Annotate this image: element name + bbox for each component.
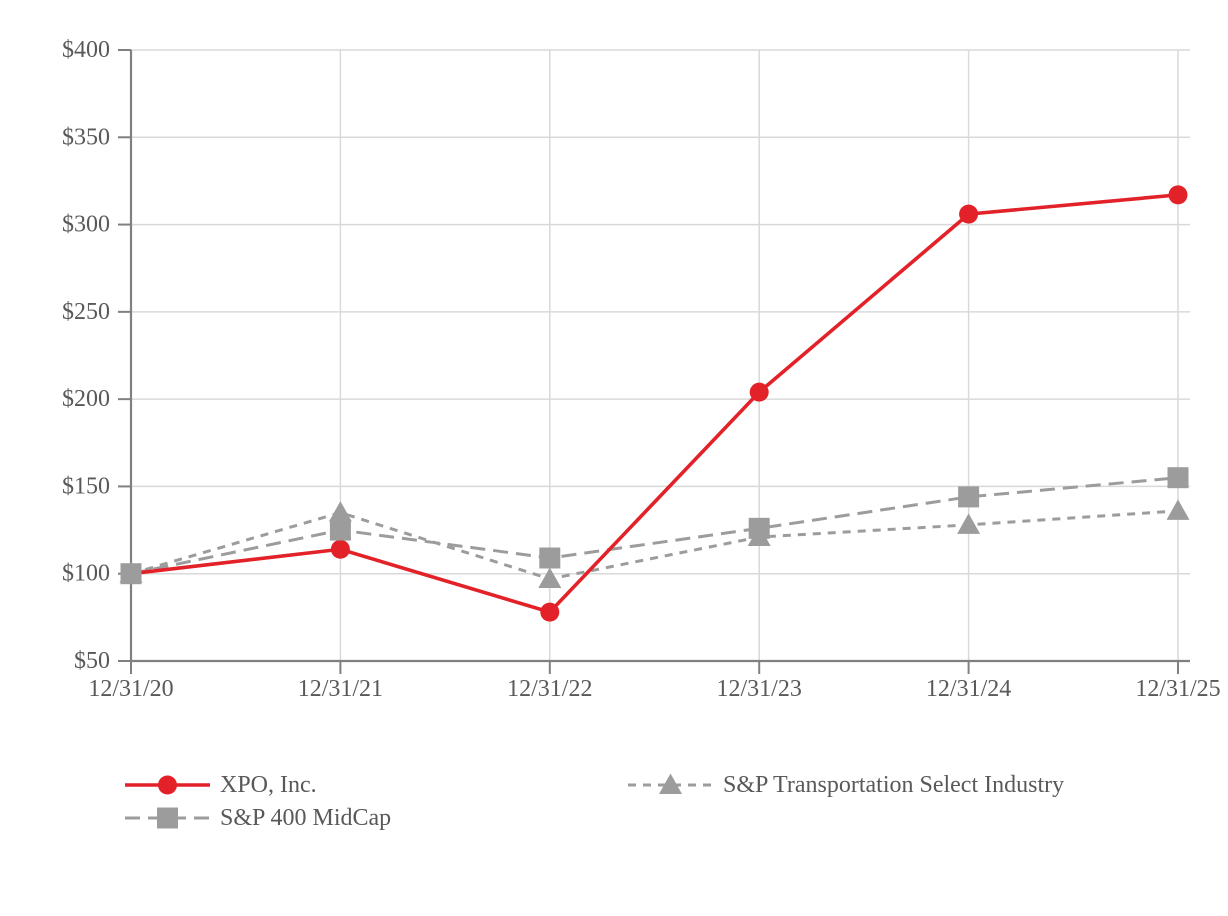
legend-item-sp400-midcap: S&P 400 MidCap <box>125 805 391 831</box>
data-point <box>328 501 352 522</box>
legend-item-sp-transportation: S&P Transportation Select Industry <box>628 772 1064 798</box>
data-point <box>958 486 980 508</box>
y-tick-label: $150 <box>62 473 110 499</box>
data-point <box>749 382 769 402</box>
data-point <box>1167 467 1189 489</box>
legend-swatch-xpo <box>125 775 210 795</box>
y-tick-label: $200 <box>62 386 110 412</box>
data-point <box>1166 499 1190 520</box>
legend-label-sp-transportation: S&P Transportation Select Industry <box>723 772 1064 798</box>
legend-item-xpo: XPO, Inc. <box>125 772 317 798</box>
axes <box>118 49 1190 674</box>
gridlines <box>131 49 1190 661</box>
data-point <box>540 602 560 622</box>
x-tick-label: 12/31/21 <box>298 676 383 702</box>
legend-swatch-sp400-midcap <box>125 807 210 829</box>
x-tick-label: 12/31/25 <box>1135 676 1220 702</box>
legend-swatch-marker <box>659 773 682 794</box>
x-tick-label: 12/31/24 <box>926 676 1011 702</box>
y-tick-label: $50 <box>74 648 110 674</box>
data-point <box>538 567 562 588</box>
y-tick-label: $100 <box>62 561 110 587</box>
legend-label-sp400-midcap: S&P 400 MidCap <box>220 805 391 831</box>
legend-swatch-marker <box>158 775 177 795</box>
y-tick-label: $250 <box>62 299 110 325</box>
y-tick-label: $300 <box>62 212 110 238</box>
data-point <box>748 517 770 539</box>
axis-labels: $50 $100 $150 $200 $250 $300 $350 $400 12/31/20 1… <box>62 37 1221 702</box>
series-lines <box>130 193 1179 615</box>
series-line-1 <box>130 476 1179 576</box>
data-point <box>959 204 979 224</box>
data-point <box>329 519 351 541</box>
x-tick-label: 12/31/20 <box>88 676 173 702</box>
legend-swatch-sp-transportation <box>628 773 713 794</box>
legend-label-xpo: XPO, Inc. <box>220 772 317 798</box>
x-tick-label: 12/31/23 <box>717 676 802 702</box>
legend-swatch-marker <box>157 807 178 829</box>
series-markers <box>119 185 1190 622</box>
series-line-0 <box>130 193 1179 615</box>
data-point <box>330 539 350 559</box>
y-tick-label: $400 <box>62 37 110 63</box>
data-point <box>957 513 981 534</box>
legend: XPO, Inc. S&P 400 MidCap S&P Transportat… <box>125 772 1064 831</box>
data-point <box>539 547 561 569</box>
data-point <box>1168 185 1188 205</box>
y-tick-label: $350 <box>62 124 110 150</box>
x-tick-label: 12/31/22 <box>507 676 592 702</box>
series-line-2 <box>130 509 1179 581</box>
data-point <box>120 563 142 585</box>
